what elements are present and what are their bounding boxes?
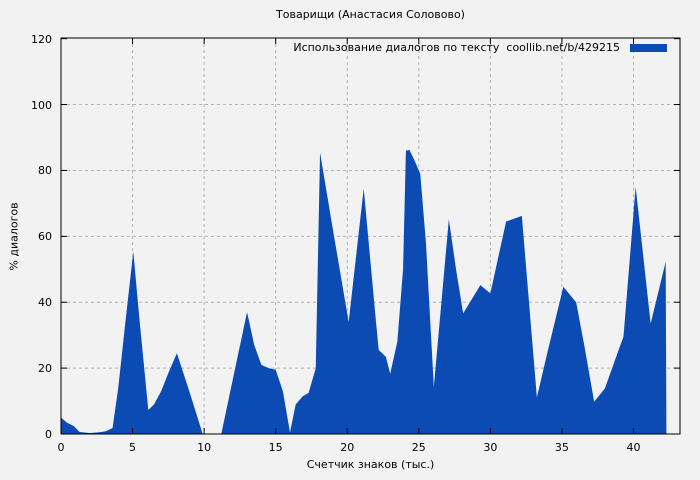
x-tick-label: 5 <box>129 441 137 454</box>
x-tick-label: 25 <box>411 441 426 454</box>
y-tick-label: 100 <box>31 98 52 112</box>
y-tick-label: 40 <box>38 296 52 310</box>
x-tick-label: 0 <box>57 441 65 454</box>
y-tick-label: 80 <box>38 164 52 178</box>
y-tick-label: 60 <box>38 230 52 244</box>
legend-swatch <box>630 44 667 52</box>
x-tick-label: 30 <box>483 441 498 454</box>
area-series <box>61 150 667 434</box>
y-tick-label: 0 <box>45 428 52 441</box>
legend: Использование диалогов по тексту coollib… <box>0 41 667 54</box>
legend-label: Использование диалогов по тексту coollib… <box>293 41 620 54</box>
y-tick-label: 20 <box>38 362 52 376</box>
x-tick-label: 20 <box>340 441 355 454</box>
y-tick-label: 120 <box>31 32 52 46</box>
x-tick-label: 10 <box>197 441 212 454</box>
x-tick-label: 15 <box>268 441 283 454</box>
x-axis-label: Счетчик знаков (тыс.) <box>306 458 435 471</box>
x-tick-label: 35 <box>554 441 569 454</box>
x-tick-label: 40 <box>626 441 641 454</box>
chart-title: Товарищи (Анастасия Соловово) <box>276 8 465 21</box>
